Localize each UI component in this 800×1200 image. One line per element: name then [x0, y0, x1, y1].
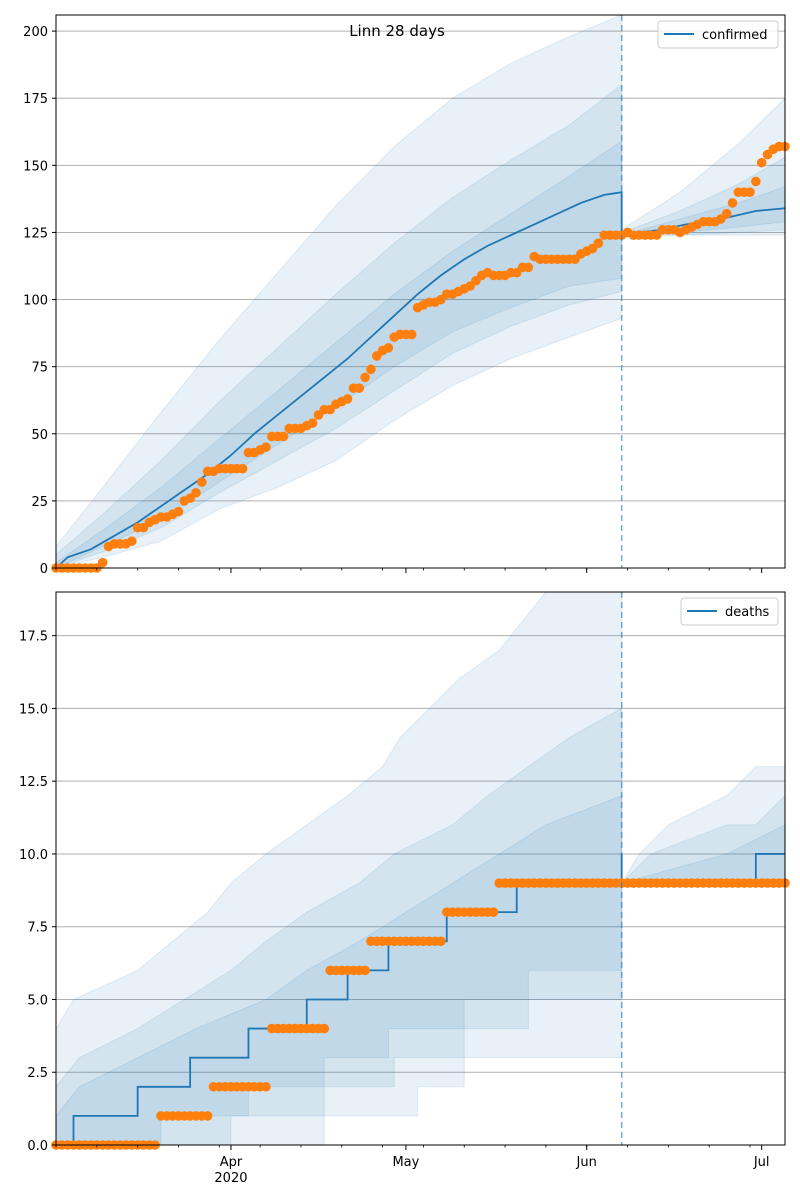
- confirmed-axes-border: [55, 14, 786, 569]
- confirmed-observed-point: [593, 238, 604, 248]
- deaths-ytick-label: 7.5: [27, 921, 48, 936]
- confirmed-ytick-label: 175: [23, 92, 48, 107]
- confirmed-observed-point: [745, 187, 755, 197]
- deaths-observed-points: [51, 878, 790, 1150]
- confirmed-legend: confirmed: [657, 20, 779, 49]
- confirmed-y-ticks: 0 25 50 75 100 125 150 175 200: [23, 25, 56, 577]
- confirmed-observed-point: [173, 506, 184, 517]
- deaths-panel: 0.0 2.5 5.0 7.5 10.0 12.5 15.0 17.5 deaths: [19, 591, 790, 1154]
- deaths-observed-point: [261, 1081, 271, 1092]
- deaths-ytick-label: 10.0: [19, 848, 48, 863]
- confirmed-x-ticks: [55, 568, 763, 573]
- deaths-observed-point: [360, 965, 370, 976]
- deaths-observed-point: [488, 907, 499, 917]
- confirmed-ytick-label: 150: [23, 159, 48, 174]
- confirmed-observed-point: [197, 477, 207, 487]
- confirmed-observed-points: [51, 141, 790, 573]
- deaths-interval-band: [55, 707, 786, 1146]
- xtick-label: Jul: [753, 1155, 770, 1170]
- deaths-y-ticks: 0.0 2.5 5.0 7.5 10.0 12.5 15.0 17.5: [19, 630, 56, 1154]
- confirmed-observed-point: [383, 343, 394, 353]
- deaths-ytick-label: 15.0: [19, 702, 48, 717]
- confirmed-observed-point: [342, 394, 353, 404]
- confirmed-observed-point: [97, 557, 108, 568]
- deaths-ytick-label: 2.5: [27, 1066, 48, 1081]
- legend-box: [657, 20, 779, 49]
- confirmed-observed-point: [366, 364, 376, 375]
- confirmed-observed-point: [406, 329, 417, 340]
- deaths-axes-border: [55, 591, 786, 1146]
- confirmed-observed-point: [523, 262, 534, 273]
- confirmed-observed-point: [278, 431, 289, 442]
- xtick-sublabel: 2020: [214, 1171, 247, 1186]
- confirmed-observed-point: [360, 372, 370, 383]
- deaths-ytick-label: 17.5: [19, 630, 48, 645]
- confirmed-ytick-label: 100: [23, 294, 48, 309]
- confirmed-ytick-label: 125: [23, 226, 48, 241]
- xtick-label: Jun: [576, 1155, 597, 1170]
- legend-box: [680, 597, 779, 626]
- deaths-ytick-label: 0.0: [27, 1139, 48, 1154]
- confirmed-observed-point: [127, 536, 137, 546]
- confirmed-observed-point: [191, 488, 201, 498]
- confirmed-observed-point: [237, 463, 248, 474]
- confirmed-panel: 0 25 50 75 100 125 150 175 200 Linn 28 days conf…: [23, 14, 790, 577]
- confirmed-observed-point: [261, 442, 271, 452]
- deaths-observed-point: [202, 1111, 213, 1121]
- confirmed-observed-point: [354, 383, 365, 393]
- deaths-ytick-label: 12.5: [19, 775, 48, 790]
- confirmed-axes-frame: [55, 14, 786, 569]
- deaths-axes-frame: [55, 591, 786, 1146]
- confirmed-observed-point: [721, 208, 732, 219]
- legend-label-confirmed: confirmed: [702, 28, 768, 43]
- deaths-observed-point: [319, 1023, 330, 1034]
- confirmed-observed-point: [751, 176, 761, 187]
- deaths-legend: deaths: [680, 597, 779, 626]
- confirmed-ytick-label: 50: [31, 428, 48, 443]
- xtick-label: Apr: [220, 1155, 243, 1170]
- confirmed-observed-point: [756, 157, 767, 168]
- xtick-label: May: [392, 1155, 419, 1170]
- deaths-x-ticks: [55, 1145, 763, 1150]
- legend-label-deaths: deaths: [725, 605, 770, 620]
- confirmed-ytick-label: 200: [23, 25, 48, 40]
- confirmed-observed-point: [727, 198, 738, 208]
- confirmed-observed-point: [307, 418, 318, 428]
- chart-title: Linn 28 days: [349, 22, 445, 40]
- confirmed-ytick-label: 75: [31, 361, 48, 376]
- deaths-ytick-label: 5.0: [27, 993, 48, 1008]
- deaths-gridlines: [56, 635, 785, 1146]
- confirmed-ytick-label: 0: [40, 562, 48, 577]
- deaths-observed-point: [436, 936, 446, 947]
- confirmed-ytick-label: 25: [31, 495, 48, 510]
